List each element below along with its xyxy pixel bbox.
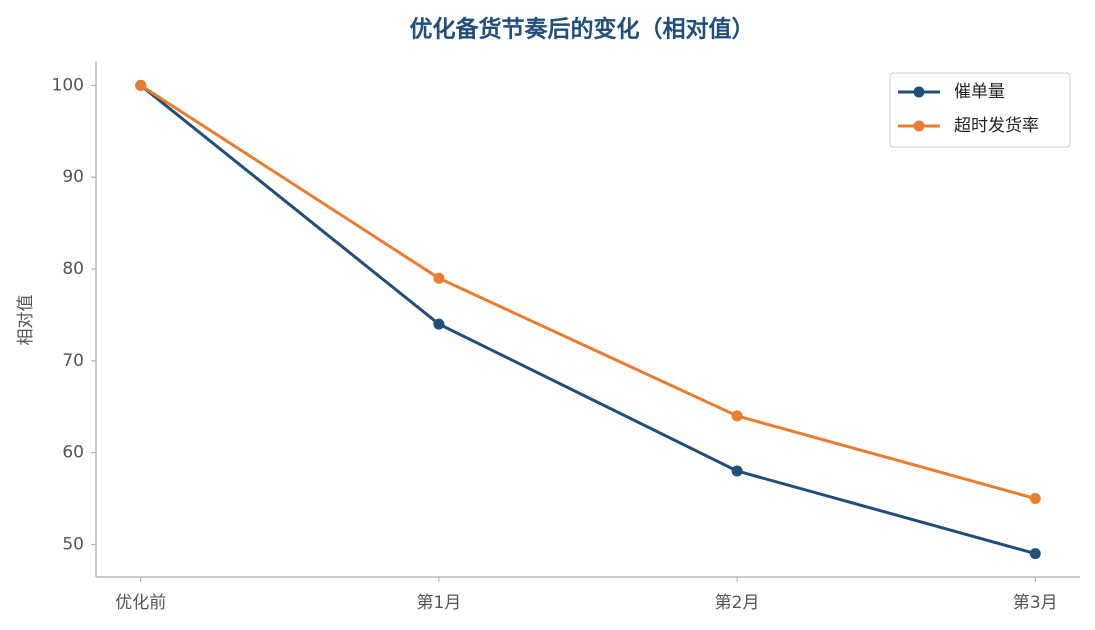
- y-tick-label: 80: [62, 259, 84, 279]
- y-tick-label: 50: [62, 534, 84, 554]
- legend-marker: [913, 120, 925, 132]
- x-tick-label: 第1月: [416, 593, 461, 613]
- point: [731, 410, 743, 422]
- point: [135, 79, 147, 91]
- point: [433, 318, 445, 330]
- x-tick-label: 优化前: [115, 593, 166, 613]
- x-tick-label: 第2月: [715, 593, 760, 613]
- y-tick-label: 60: [62, 443, 84, 463]
- y-tick-label: 90: [62, 167, 84, 187]
- point: [1029, 493, 1041, 505]
- y-tick-label: 70: [62, 351, 84, 371]
- series-line: [139, 84, 1036, 556]
- legend-label: 催单量: [954, 82, 1005, 102]
- chart-title: 优化备货节奏后的变化（相对值）: [410, 16, 755, 43]
- legend-label: 超时发货率: [954, 116, 1039, 136]
- y-axis-label: 相对值: [16, 295, 36, 346]
- point: [1029, 548, 1041, 560]
- point: [433, 272, 445, 284]
- x-tick-label: 第3月: [1013, 593, 1058, 613]
- legend-marker: [913, 86, 925, 98]
- y-tick-label: 100: [52, 75, 84, 95]
- series-line: [139, 84, 1036, 500]
- point: [731, 465, 743, 477]
